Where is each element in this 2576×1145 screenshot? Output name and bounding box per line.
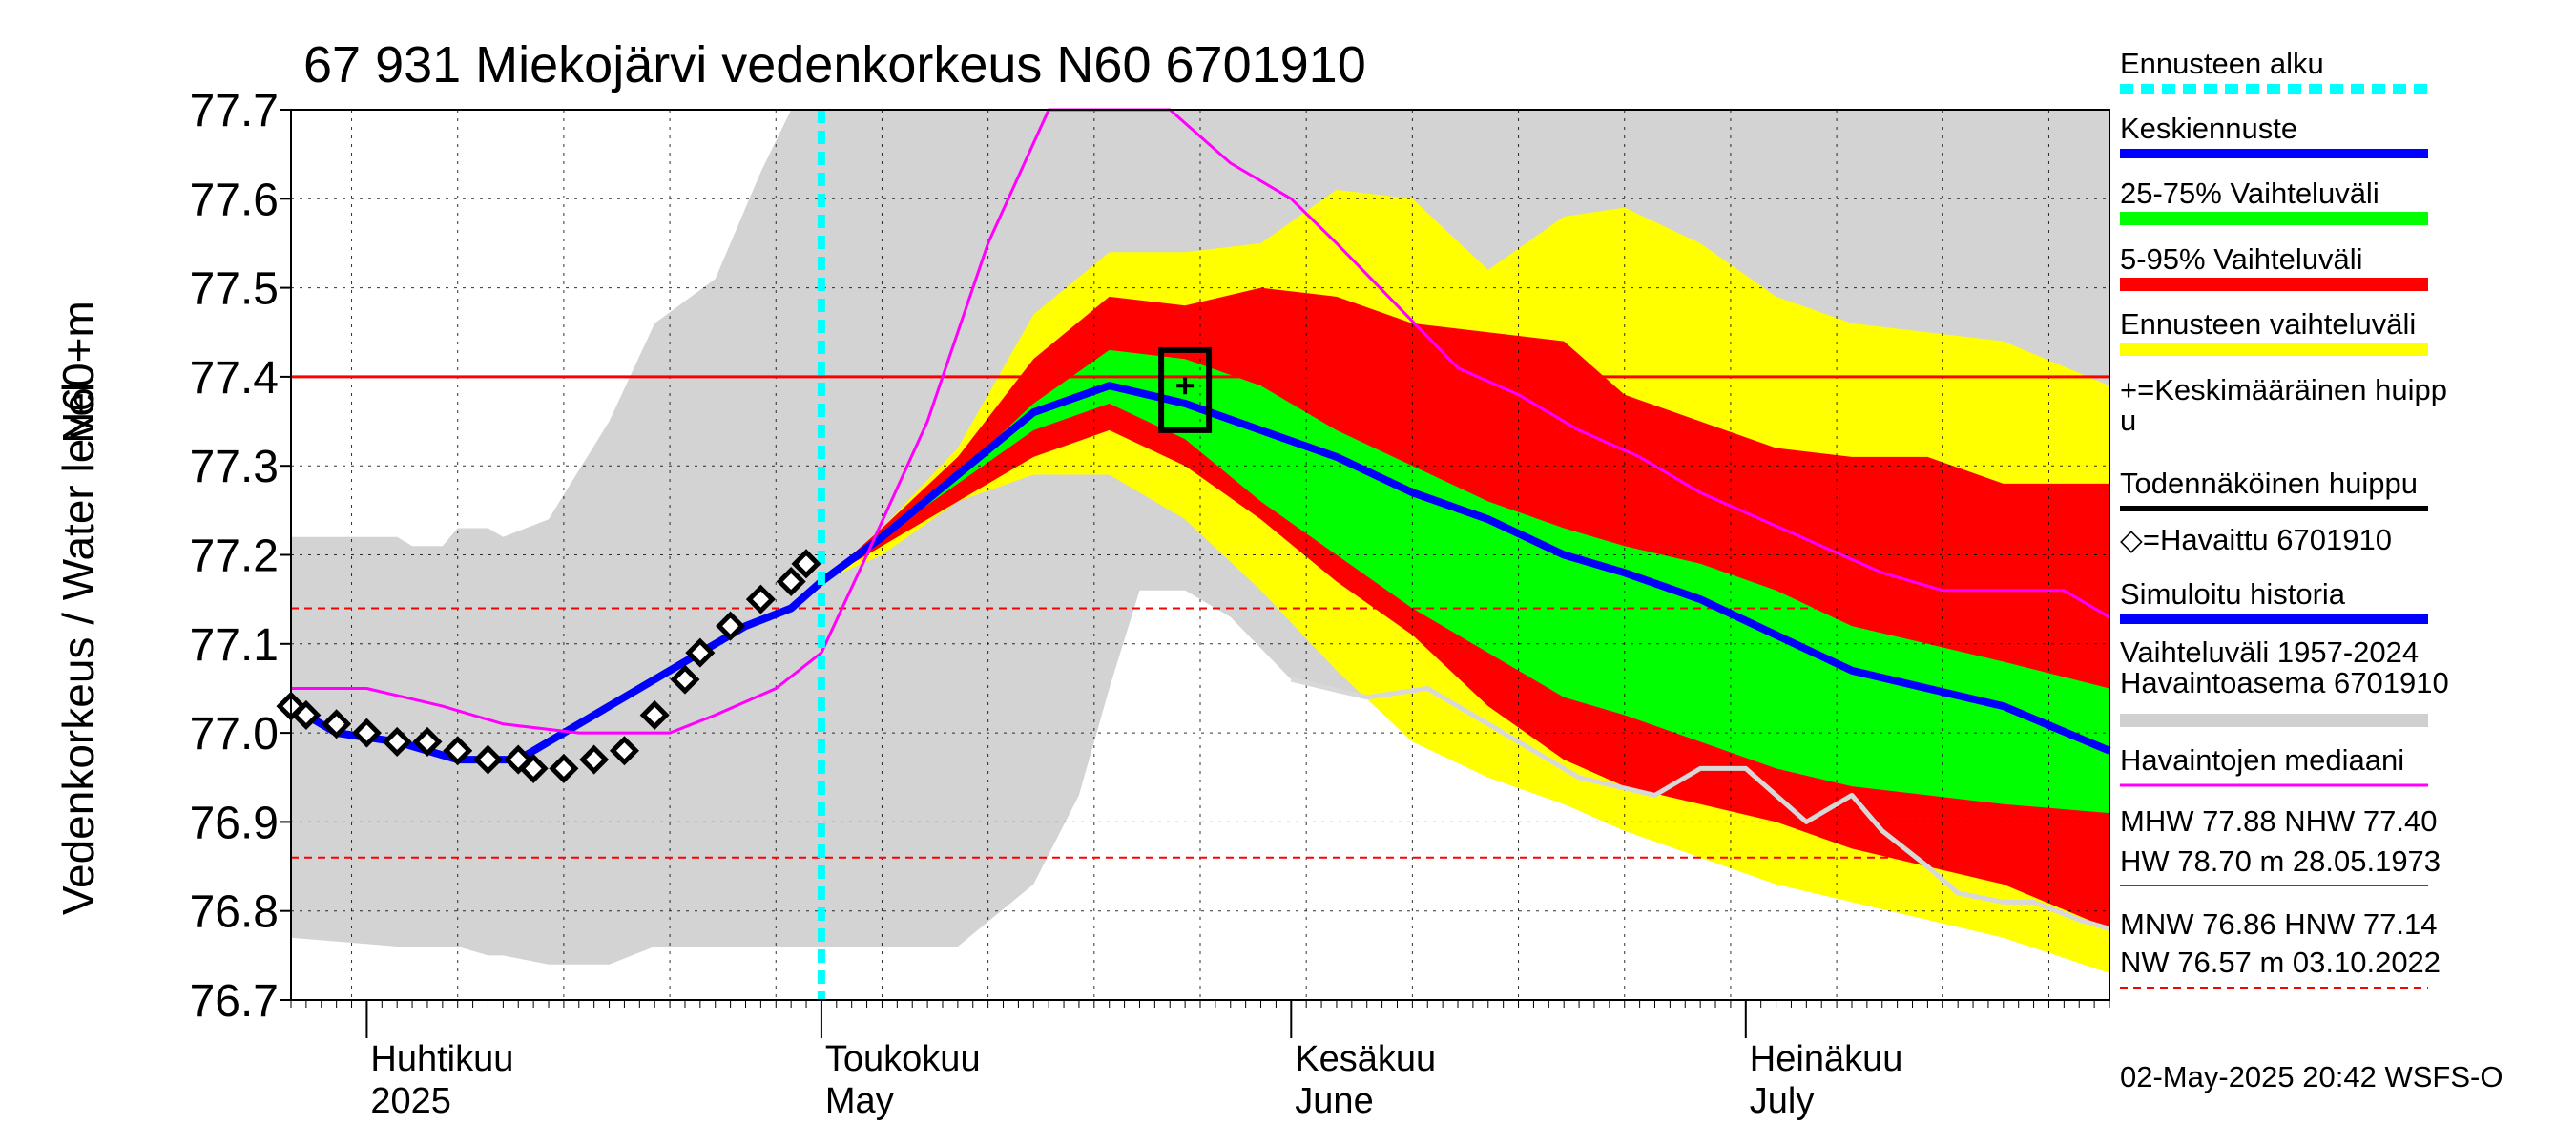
observation-point	[609, 736, 639, 766]
legend-label: 5-95% Vaihteluväli	[2120, 242, 2362, 276]
x-month-label-fi: Huhtikuu	[370, 1039, 513, 1079]
observation-point	[791, 549, 821, 579]
y-tick-label: 77.4	[190, 353, 279, 404]
stats-line-2: HW 78.70 m 28.05.1973	[2120, 844, 2441, 878]
probable-peak-box	[1158, 346, 1213, 433]
observation-point	[291, 699, 322, 730]
x-month-label-en: May	[825, 1081, 894, 1121]
legend-label: ◇=Havaittu 6701910	[2120, 523, 2392, 556]
x-month-label-en: June	[1295, 1081, 1373, 1121]
observation-point	[670, 664, 700, 695]
y-tick-label: 77.1	[190, 620, 279, 671]
plot-bands	[291, 110, 2109, 973]
legend-label: Ennusteen vaihteluväli	[2120, 307, 2416, 341]
legend-label: Keskiennuste	[2120, 112, 2297, 145]
observation-point	[579, 744, 610, 775]
legend-label: Vaihteluväli 1957-2024	[2120, 635, 2419, 669]
p25-75-band	[821, 349, 2109, 814]
observation-point	[472, 744, 504, 775]
legend: Ennusteen alku Keskiennuste 25-75% Vaihtel…	[2120, 47, 2449, 989]
plot-markers	[276, 346, 1213, 783]
legend-label: +=Keskimääräinen huipp	[2120, 373, 2447, 406]
observation-point	[412, 726, 443, 757]
x-month-label-fi: Heinäkuu	[1750, 1039, 1903, 1079]
y-tick-label: 77.7	[190, 86, 279, 136]
legend-label: Ennusteen alku	[2120, 47, 2324, 80]
legend-label: Havaintoasema 6701910	[2120, 666, 2449, 699]
y-tick-label: 77.3	[190, 442, 279, 492]
y-tick-label: 77.5	[190, 264, 279, 315]
observation-point	[322, 709, 352, 739]
history-lower-line	[1290, 677, 2110, 931]
legend-label: Todennäköinen huippu	[2120, 467, 2418, 500]
legend-label: Havaintojen mediaani	[2120, 743, 2404, 777]
observation-point	[685, 637, 716, 668]
stats-line-3: MNW 76.86 HNW 77.14	[2120, 907, 2438, 941]
y-tick-label: 76.9	[190, 798, 279, 848]
y-tick-label: 76.7	[190, 976, 279, 1027]
legend-label: 25-75% Vaihteluväli	[2120, 177, 2379, 210]
y-tick-label: 77.6	[190, 175, 279, 225]
observation-point	[518, 753, 549, 783]
y-tick-label: 76.8	[190, 887, 279, 938]
legend-label: Simuloitu historia	[2120, 577, 2346, 611]
stats-line-4: NW 76.57 m 03.10.2022	[2120, 946, 2441, 979]
x-month-label-en: 2025	[370, 1081, 451, 1121]
observation-point	[443, 736, 473, 766]
mean-forecast-line	[819, 382, 2111, 755]
observation-point	[382, 726, 412, 757]
observation-point	[639, 699, 670, 730]
x-month-label-fi: Kesäkuu	[1295, 1039, 1436, 1079]
y-tick-label: 77.2	[190, 531, 279, 582]
y-tick-label: 77.0	[190, 709, 279, 760]
stats-line-1: MHW 77.88 NHW 77.40	[2120, 804, 2438, 838]
timestamp: 02-May-2025 20:42 WSFS-O	[2120, 1060, 2503, 1093]
chart-title: 67 931 Miekojärvi vedenkorkeus N60 67019…	[303, 36, 1366, 94]
observed-median-line	[291, 108, 2110, 735]
y-axis-label: Vedenkorkeus / Water level	[53, 383, 103, 915]
observation-point	[776, 566, 806, 597]
x-month-label-fi: Toukokuu	[825, 1039, 981, 1079]
observation-point	[351, 718, 382, 748]
y-axis: 77.7 77.6 77.5 77.4 77.3 77.2 77.1 77.0 76.9 76.8…	[190, 86, 291, 1027]
observation-point	[745, 584, 776, 614]
observation-point	[716, 611, 746, 641]
x-month-label-en: July	[1750, 1081, 1815, 1121]
legend-label: u	[2120, 404, 2136, 437]
y-axis-label-unit: N60+m	[53, 301, 103, 444]
observation-point	[549, 753, 579, 783]
